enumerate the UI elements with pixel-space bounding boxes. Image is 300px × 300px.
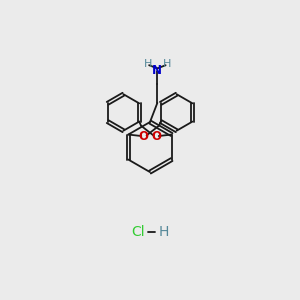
Text: N: N <box>152 64 162 77</box>
Text: O: O <box>139 130 148 142</box>
Text: H: H <box>144 59 152 69</box>
Text: Cl: Cl <box>131 225 144 239</box>
Text: H: H <box>163 59 171 69</box>
Text: H: H <box>159 225 169 239</box>
Text: O: O <box>152 130 161 142</box>
